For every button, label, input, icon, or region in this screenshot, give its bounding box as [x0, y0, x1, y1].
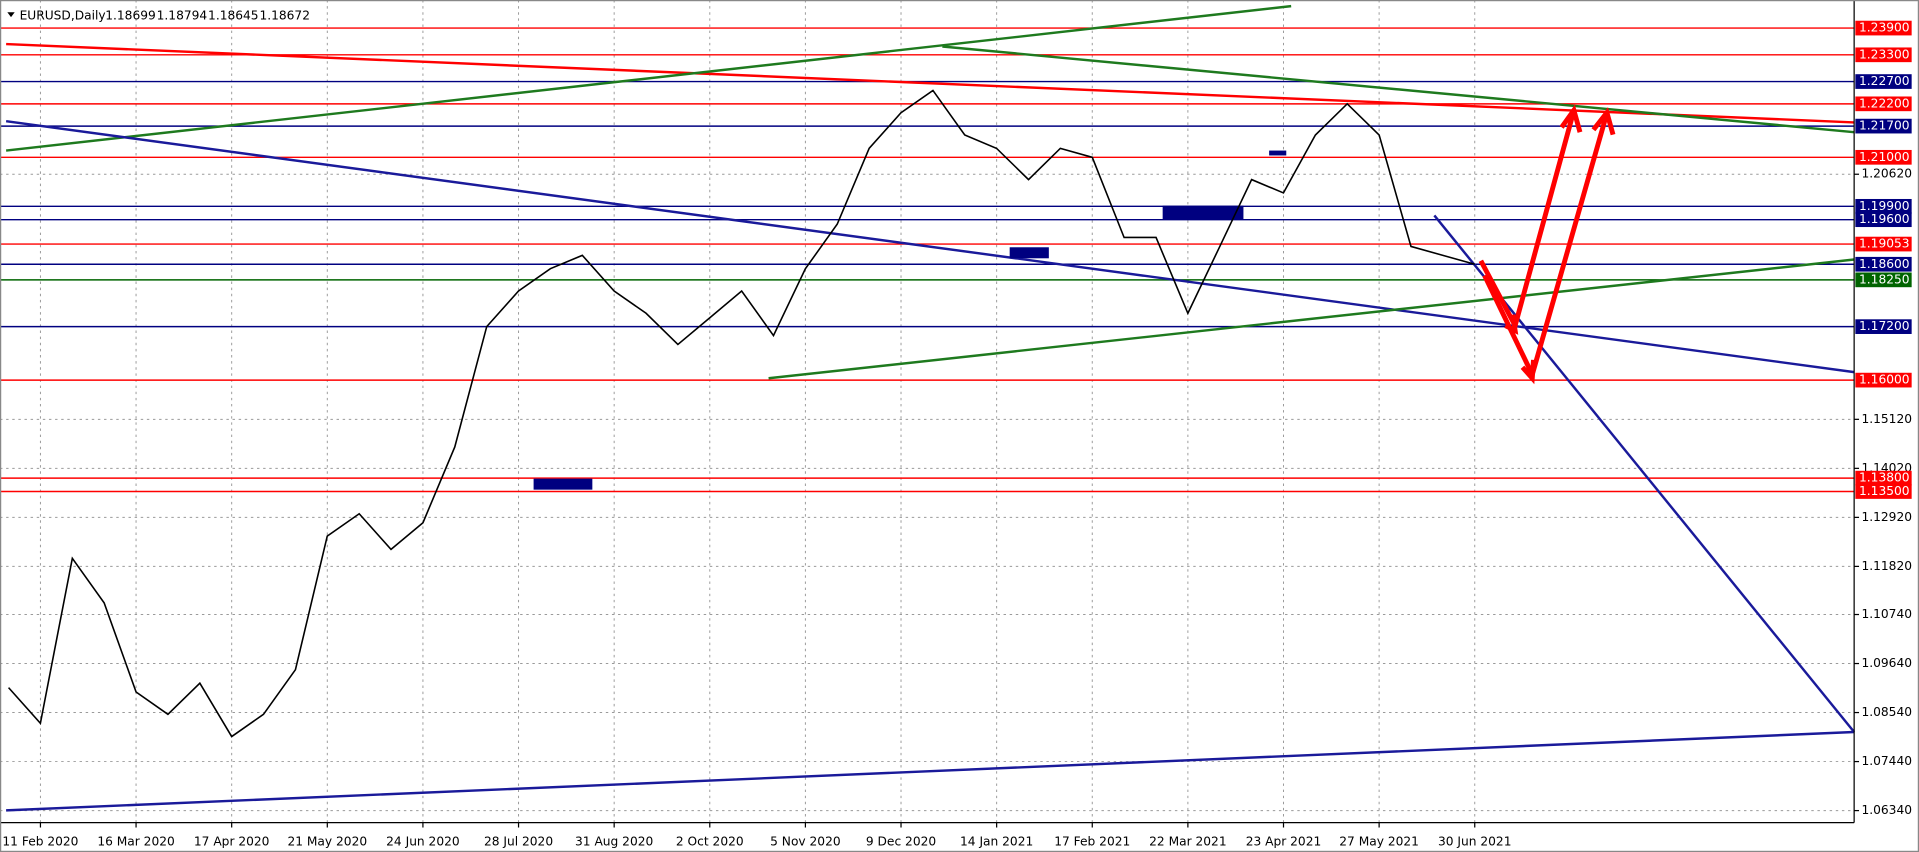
level-label-box — [1855, 47, 1912, 63]
x-tick-label: 11 Feb 2020 — [2, 835, 78, 849]
ohlc-open: 1.18699 — [105, 8, 156, 22]
level-label-box — [1855, 149, 1912, 165]
level-label: 1.16000 — [1859, 373, 1910, 387]
symbol: EURUSD,Daily — [20, 8, 106, 22]
x-tick-label: 21 May 2020 — [287, 835, 367, 849]
level-label-box — [1855, 212, 1912, 228]
x-tick-label: 5 Nov 2020 — [770, 835, 840, 849]
level-label: 1.13500 — [1859, 484, 1910, 498]
x-tick-label: 27 May 2021 — [1339, 835, 1419, 849]
green-trendline — [768, 258, 1855, 380]
level-label: 1.19600 — [1859, 212, 1910, 226]
level-label: 1.23900 — [1859, 21, 1910, 35]
y-tick-label: 1.07440 — [1861, 754, 1912, 768]
zones — [533, 150, 1287, 490]
level-label: 1.21000 — [1859, 150, 1910, 164]
level-label-box — [1855, 484, 1912, 499]
level-label: 1.19900 — [1859, 199, 1910, 213]
level-label: 1.13800 — [1859, 471, 1910, 485]
x-tick-label: 31 Aug 2020 — [575, 835, 653, 849]
x-tick-label: 23 Apr 2021 — [1246, 835, 1322, 849]
level-label: 1.22200 — [1859, 96, 1910, 110]
zone-box — [1269, 150, 1287, 156]
arrow-head — [1559, 104, 1583, 133]
green-trendline — [942, 45, 1855, 134]
level-label-box — [1855, 272, 1912, 288]
x-tick-label: 16 Mar 2020 — [97, 835, 174, 849]
ohlc-low: 1.18645 — [208, 8, 259, 22]
x-tick-label: 17 Apr 2020 — [194, 835, 270, 849]
ohlc-close: 1.18672 — [259, 8, 310, 22]
red-trendline — [6, 42, 1855, 124]
y-tick-label: 1.09640 — [1861, 656, 1912, 670]
level-label-box — [1855, 198, 1912, 214]
level-label-box — [1855, 20, 1912, 36]
arrow-head — [1591, 107, 1616, 136]
level-label-box — [1855, 256, 1912, 272]
price-line — [7, 89, 1475, 738]
level-label: 1.21700 — [1859, 119, 1910, 133]
y-tick-label: 1.12920 — [1861, 510, 1912, 524]
drawings — [5, 4, 1856, 812]
blue-trendline — [6, 730, 1855, 812]
price — [7, 89, 1475, 738]
x-tick-label: 14 Jan 2021 — [960, 835, 1033, 849]
x-tick-label: 24 Jun 2020 — [386, 835, 460, 849]
x-tick-label: 17 Feb 2021 — [1054, 835, 1130, 849]
level-label-box — [1855, 236, 1912, 252]
zone-box — [1009, 247, 1049, 259]
y-tick-label: 1.08540 — [1861, 705, 1912, 719]
arrow-head — [1504, 314, 1519, 335]
level-label-box — [1855, 319, 1912, 334]
level-label-box — [1855, 118, 1912, 134]
level-label: 1.18250 — [1859, 272, 1910, 286]
y-tick-label: 1.06340 — [1861, 803, 1912, 817]
x-tick-label: 9 Dec 2020 — [866, 835, 936, 849]
green-trendline — [5, 4, 1292, 152]
y-tick-label: 1.15120 — [1861, 412, 1912, 426]
level-label-box — [1855, 470, 1912, 486]
level-label-box — [1855, 74, 1912, 89]
axes: 1.06340 1.07440 1.08540 1.09640 1.10740 1.118… — [2, 21, 1912, 849]
level-label: 1.19053 — [1859, 237, 1910, 251]
y-tick-label: 1.20620 — [1861, 167, 1912, 181]
arrow-head — [1520, 359, 1536, 385]
x-tick-label: 28 Jul 2020 — [484, 835, 553, 849]
level-label: 1.22700 — [1859, 74, 1910, 88]
x-tick-label: 22 Mar 2021 — [1149, 835, 1226, 849]
ohlc-high: 1.18794 — [157, 8, 208, 22]
zone-box — [1162, 205, 1244, 220]
x-tick-label: 30 Jun 2021 — [1438, 835, 1512, 849]
level-label: 1.18600 — [1859, 257, 1910, 271]
zone-box — [533, 478, 593, 490]
y-tick-label: 1.10740 — [1861, 607, 1912, 621]
y-tick-label: 1.11820 — [1861, 559, 1912, 573]
level-label: 1.17200 — [1859, 319, 1910, 333]
menu-triangle[interactable] — [7, 12, 15, 18]
x-tick-label: 2 Oct 2020 — [676, 835, 744, 849]
level-label-box — [1855, 372, 1912, 388]
level-label: 1.23300 — [1859, 47, 1910, 61]
level-label-box — [1855, 96, 1912, 112]
